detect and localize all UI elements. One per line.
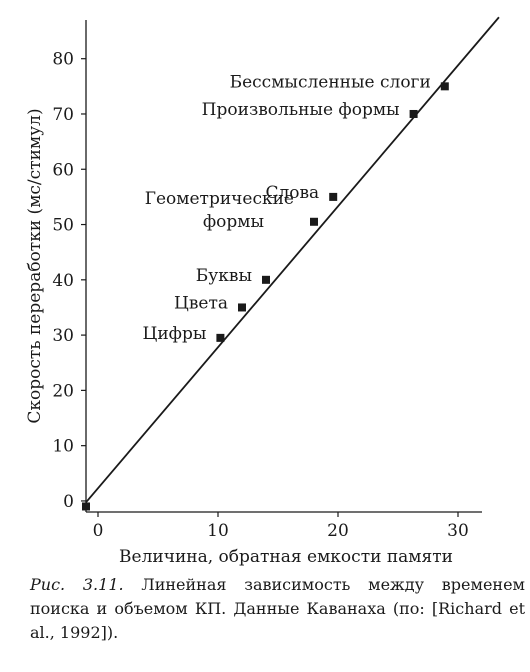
y-tick-label: 50 — [52, 216, 74, 236]
x-tick-label: 30 — [447, 521, 469, 541]
y-tick-label: 60 — [52, 160, 74, 180]
data-point — [216, 333, 225, 342]
x-axis-title: Величина, обратная емкости памяти — [119, 547, 453, 567]
point-label: Произвольные формы — [202, 100, 400, 120]
data-point — [238, 303, 246, 312]
point-label: Геометрические — [145, 189, 294, 209]
data-point — [409, 109, 418, 118]
y-tick-label: 80 — [52, 50, 74, 70]
point-label: Цвета — [174, 293, 228, 313]
data-point — [310, 217, 318, 226]
x-tick-label: 20 — [327, 521, 349, 541]
data-point — [329, 192, 338, 201]
y-tick-label: 10 — [52, 437, 74, 457]
point-label: формы — [203, 212, 264, 232]
data-point — [440, 82, 449, 91]
y-tick-label: 30 — [52, 326, 74, 346]
x-tick-label: 0 — [93, 521, 104, 541]
scatter-chart: 0 10 20 30 40 50 60 70 80 0 10 20 30 Величина, обратн… — [25, 16, 500, 567]
data-point — [82, 502, 90, 511]
figure-caption: Рис. 3.11. Линейная зависимость между вр… — [30, 573, 525, 645]
point-label: Буквы — [196, 266, 252, 286]
caption-text: Линейная зависимость между временем поис… — [30, 575, 525, 642]
y-tick-label: 70 — [52, 105, 74, 125]
y-axis-title: Скорость переработки (мс/стимул) — [25, 108, 45, 423]
y-tick-label: 0 — [63, 492, 74, 512]
y-tick-label: 40 — [52, 271, 74, 291]
y-tick-label: 20 — [52, 381, 74, 401]
x-tick-label: 10 — [207, 521, 229, 541]
point-label: Слова — [265, 183, 319, 203]
point-label: Бессмысленные слоги — [230, 72, 431, 92]
figure-number: Рис. 3.11. — [30, 575, 124, 594]
regression-line — [85, 16, 500, 503]
point-label: Цифры — [143, 324, 207, 344]
data-point — [262, 275, 270, 284]
